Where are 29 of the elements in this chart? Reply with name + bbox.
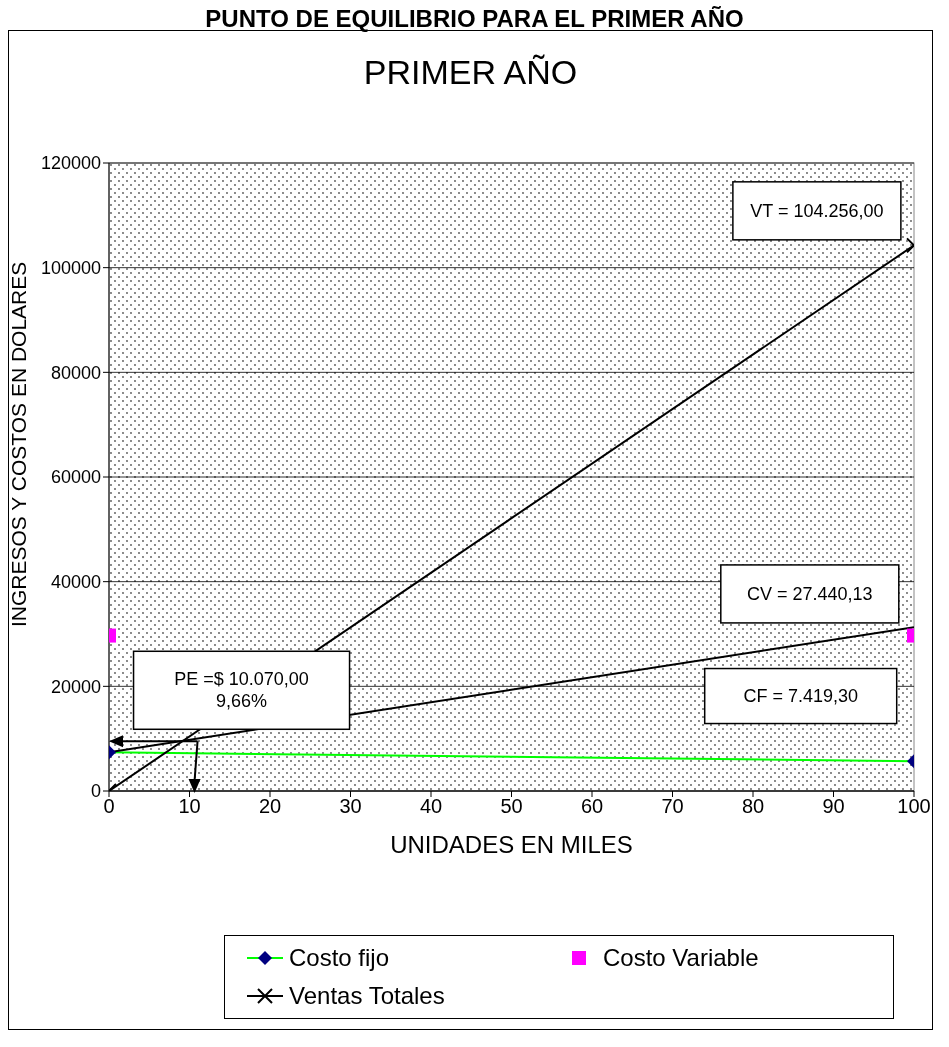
y-axis-title: INGRESOS Y COSTOS EN DOLARES bbox=[7, 261, 31, 627]
annotation: CF = 7.419,30 bbox=[743, 686, 858, 707]
y-tick-label: 100000 bbox=[40, 258, 101, 279]
x-tick-label: 70 bbox=[661, 795, 684, 818]
legend-label: Costo fijo bbox=[289, 944, 390, 972]
y-tick-label: 60000 bbox=[50, 467, 101, 488]
x-tick-label: 30 bbox=[339, 795, 362, 818]
chart-title: PUNTO DE EQUILIBRIO PARA EL PRIMER AÑO bbox=[204, 5, 745, 32]
chart-subtitle: PRIMER AÑO bbox=[362, 53, 579, 93]
annotation: VT = 104.256,00 bbox=[750, 200, 884, 221]
x-tick-label: 0 bbox=[103, 795, 115, 818]
legend-label: Ventas Totales bbox=[289, 982, 445, 1010]
x-tick-label: 40 bbox=[419, 795, 443, 818]
y-tick-label: 40000 bbox=[50, 572, 101, 593]
x-tick-label: 80 bbox=[741, 795, 765, 818]
y-tick-label: 80000 bbox=[50, 362, 101, 383]
annotation: PE =$ 10.070,00 9,66% bbox=[174, 669, 309, 712]
x-tick-label: 100 bbox=[897, 795, 931, 818]
x-tick-label: 60 bbox=[580, 795, 604, 818]
legend-label: Costo Variable bbox=[603, 944, 759, 972]
annotation: CV = 27.440,13 bbox=[747, 583, 873, 604]
x-tick-label: 50 bbox=[500, 795, 523, 818]
y-tick-label: 0 bbox=[90, 781, 101, 802]
x-tick-label: 10 bbox=[178, 795, 201, 818]
x-tick-label: 90 bbox=[822, 795, 845, 818]
x-tick-label: 20 bbox=[258, 795, 282, 818]
x-axis-title: UNIDADES EN MILES bbox=[390, 831, 633, 858]
y-tick-label: 120000 bbox=[40, 153, 101, 174]
y-tick-label: 20000 bbox=[50, 676, 101, 697]
